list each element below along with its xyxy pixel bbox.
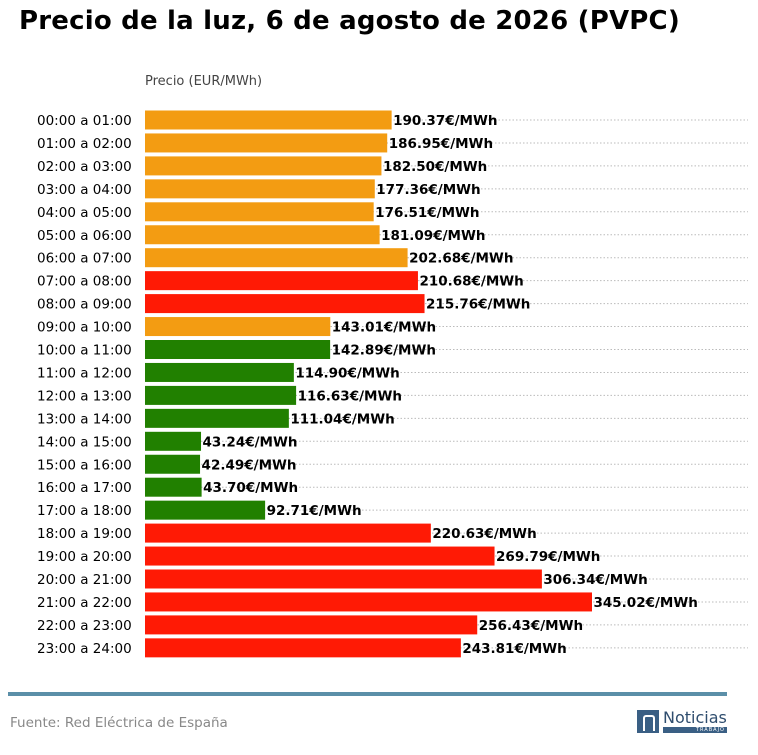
bar <box>145 248 408 268</box>
bar <box>145 500 266 520</box>
data-label: 182.50€/MWh <box>383 159 487 175</box>
data-label: 306.34€/MWh <box>543 572 647 588</box>
data-label: 190.37€/MWh <box>393 113 497 129</box>
noticias-trabajo-logo: Noticias TRABAJO <box>637 708 732 735</box>
logo-name: Noticias <box>663 708 727 727</box>
category-tick-label: 16:00 a 17:00 <box>37 480 132 496</box>
logo-mark-icon <box>637 710 659 733</box>
bar <box>145 317 331 337</box>
bar <box>145 133 388 153</box>
category-tick-label: 15:00 a 16:00 <box>37 457 132 473</box>
category-tick-label: 02:00 a 03:00 <box>37 159 132 175</box>
bar <box>145 179 375 199</box>
bar <box>145 523 431 543</box>
category-tick-label: 01:00 a 02:00 <box>37 136 132 152</box>
axis-label: Precio (EUR/MWh) <box>145 74 263 89</box>
category-tick-label: 05:00 a 06:00 <box>37 228 132 244</box>
category-tick-label: 11:00 a 12:00 <box>37 365 132 381</box>
category-tick-label: 18:00 a 19:00 <box>37 526 132 542</box>
category-tick-label: 20:00 a 21:00 <box>37 572 132 588</box>
data-label: 111.04€/MWh <box>290 411 394 427</box>
data-label: 243.81€/MWh <box>462 641 566 657</box>
data-label: 176.51€/MWh <box>375 205 479 221</box>
data-label: 202.68€/MWh <box>409 251 513 267</box>
category-tick-label: 09:00 a 10:00 <box>37 320 132 336</box>
bar <box>145 362 294 382</box>
category-tick-label: 14:00 a 15:00 <box>37 434 132 450</box>
category-tick-label: 12:00 a 13:00 <box>37 388 132 404</box>
data-label: 143.01€/MWh <box>332 320 436 336</box>
category-tick-label: 07:00 a 08:00 <box>37 274 132 290</box>
data-label: 256.43€/MWh <box>479 618 583 634</box>
data-label: 92.71€/MWh <box>267 503 362 519</box>
data-label: 42.49€/MWh <box>202 457 297 473</box>
bar <box>145 202 374 222</box>
bar <box>145 615 478 635</box>
data-label: 215.76€/MWh <box>426 297 530 313</box>
bar <box>145 592 592 612</box>
chart-title: Precio de la luz, 6 de agosto de 2026 (P… <box>19 6 680 36</box>
data-label: 181.09€/MWh <box>381 228 485 244</box>
category-tick-label: 08:00 a 09:00 <box>37 297 132 313</box>
bar <box>145 546 495 566</box>
data-label: 142.89€/MWh <box>332 343 436 359</box>
bar <box>145 638 461 658</box>
bar <box>145 385 297 405</box>
data-label: 177.36€/MWh <box>376 182 480 198</box>
bar <box>145 340 331 359</box>
category-tick-label: 19:00 a 20:00 <box>37 549 132 565</box>
bar <box>145 156 382 176</box>
data-label: 345.02€/MWh <box>594 595 698 611</box>
bar <box>145 408 289 428</box>
category-tick-label: 03:00 a 04:00 <box>37 182 132 198</box>
data-label: 116.63€/MWh <box>298 388 402 404</box>
bar <box>145 431 202 451</box>
data-label: 186.95€/MWh <box>389 136 493 152</box>
category-tick-label: 06:00 a 07:00 <box>37 251 132 267</box>
data-label: 220.63€/MWh <box>432 526 536 542</box>
source-note: Fuente: Red Eléctrica de España <box>10 715 228 731</box>
category-tick-label: 00:00 a 01:00 <box>37 113 132 129</box>
data-label: 43.70€/MWh <box>203 480 298 496</box>
category-tick-label: 22:00 a 23:00 <box>37 618 132 634</box>
category-tick-label: 13:00 a 14:00 <box>37 411 132 427</box>
data-label: 210.68€/MWh <box>419 274 523 290</box>
category-tick-label: 10:00 a 11:00 <box>37 343 132 359</box>
bar-chart: 00:00 a 01:00 190.37€/MWh 01:00 a 02:00 186… <box>37 110 748 658</box>
bar <box>145 294 425 314</box>
data-label: 43.24€/MWh <box>203 434 298 450</box>
category-tick-label: 23:00 a 24:00 <box>37 641 132 657</box>
bar <box>145 225 380 245</box>
bar <box>145 454 201 474</box>
bar <box>145 477 202 497</box>
bar <box>145 110 392 130</box>
category-tick-label: 17:00 a 18:00 <box>37 503 132 519</box>
category-tick-label: 21:00 a 22:00 <box>37 595 132 611</box>
data-label: 269.79€/MWh <box>496 549 600 565</box>
bar <box>145 569 542 589</box>
data-label: 114.90€/MWh <box>295 365 399 381</box>
logo-subtitle: TRABAJO <box>663 727 727 733</box>
category-tick-label: 04:00 a 05:00 <box>37 205 132 221</box>
footer-divider <box>8 692 727 696</box>
bar <box>145 271 418 291</box>
